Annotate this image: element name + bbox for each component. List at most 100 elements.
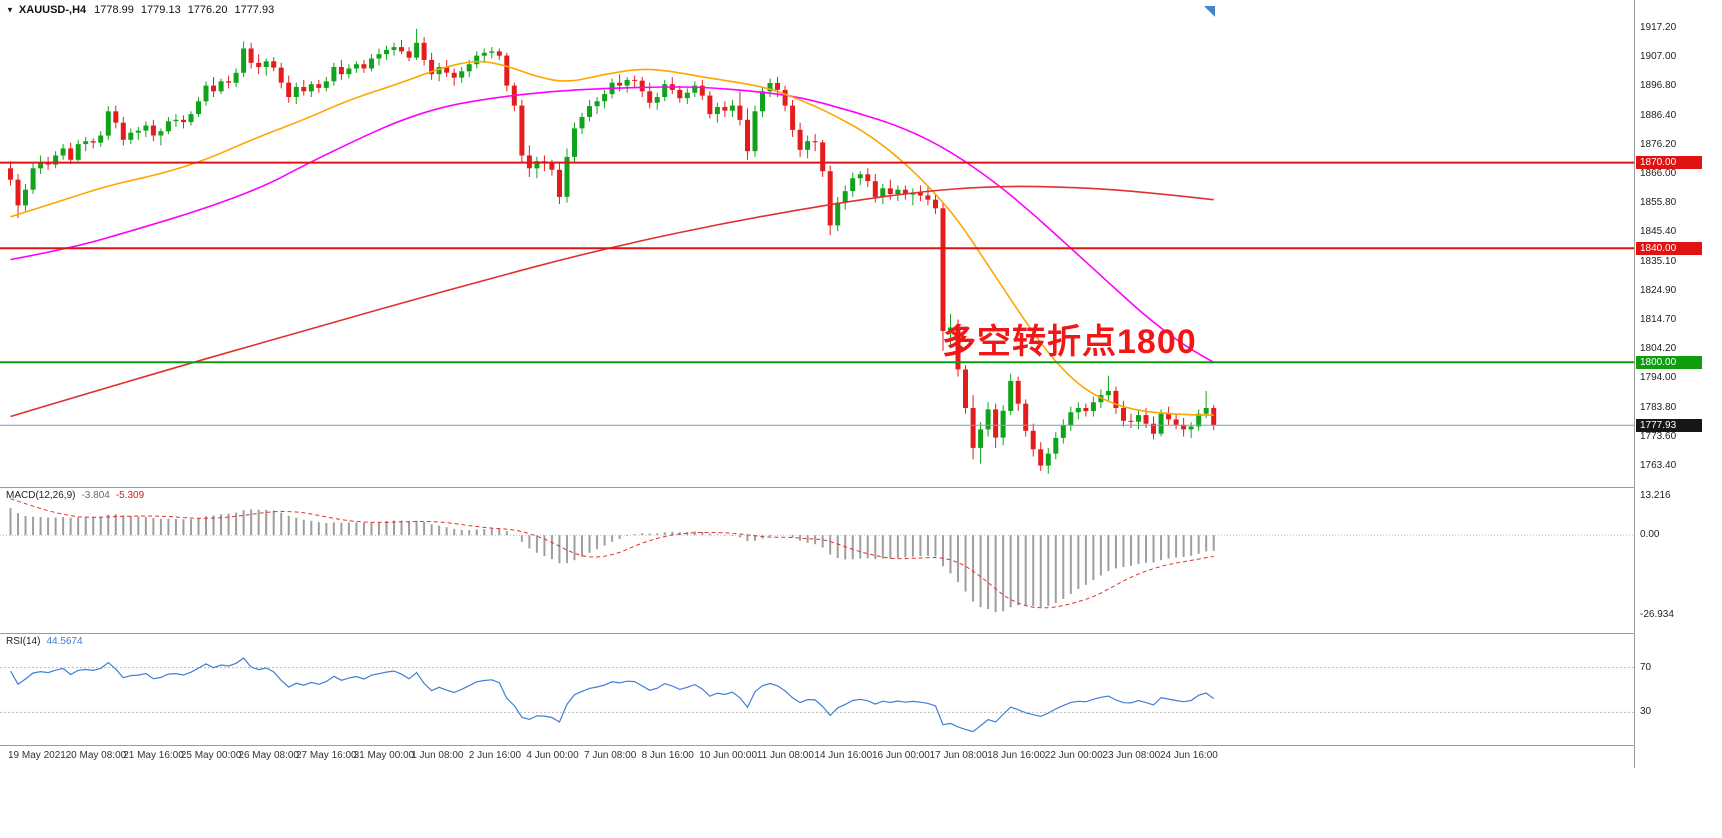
candle-body xyxy=(226,81,232,83)
candle-body xyxy=(572,128,577,157)
macd-tick-label: -26.934 xyxy=(1640,608,1674,620)
candle-body xyxy=(429,59,435,75)
candle-body xyxy=(316,84,322,88)
candle-body xyxy=(451,72,457,78)
candle-body xyxy=(421,42,427,60)
candle-body xyxy=(857,174,863,179)
candle-body xyxy=(1143,415,1149,424)
price-tick-label: 1896.80 xyxy=(1640,80,1677,92)
time-axis-label: 25 May 00:00 xyxy=(180,750,242,761)
ohlc-open: 1778.99 xyxy=(94,4,134,16)
candle-body xyxy=(1030,430,1036,450)
candle-body xyxy=(278,67,284,83)
candle-body xyxy=(233,72,239,83)
candle-body xyxy=(8,168,13,180)
price-axis[interactable]: 1917.20 1907.00 1896.80 1886.40 1876.20 1866.… xyxy=(1634,0,1722,768)
candle-body xyxy=(1196,413,1202,427)
candle-body xyxy=(1128,420,1134,422)
candle-body xyxy=(444,67,450,73)
candle-body xyxy=(985,409,991,430)
candle-body xyxy=(158,131,164,136)
candle-body xyxy=(1166,413,1172,420)
time-axis[interactable]: 19 May 2021 20 May 08:00 21 May 16:00 25 Ma… xyxy=(0,745,1634,769)
macd-chart[interactable] xyxy=(0,488,1634,633)
candle-body xyxy=(406,51,412,58)
candle-body xyxy=(1068,412,1074,426)
candle-body xyxy=(196,101,201,115)
price-tick-label: 1824.90 xyxy=(1640,284,1677,296)
symbol-timeframe-label: XAUUSD-,H4 xyxy=(18,4,87,16)
time-axis-label: 1 Jun 08:00 xyxy=(411,750,464,761)
candle-body xyxy=(369,58,374,69)
candle-body xyxy=(1173,419,1179,425)
candle-body xyxy=(872,181,878,197)
price-tick-label: 1804.20 xyxy=(1640,343,1677,355)
chart-shift-marker-icon[interactable] xyxy=(1204,6,1215,17)
time-axis-label: 20 May 08:00 xyxy=(65,750,127,761)
rsi-indicator-label: RSI(14) 44.5674 xyxy=(6,636,83,647)
candle-body xyxy=(963,369,968,408)
ohlc-high: 1779.13 xyxy=(140,4,181,16)
macd-tick-label: 0.00 xyxy=(1640,529,1660,541)
candle-body xyxy=(504,55,510,86)
candle-body xyxy=(331,67,337,82)
candle-body xyxy=(940,208,946,331)
price-tick-label: 1907.00 xyxy=(1640,51,1677,63)
candle-body xyxy=(624,79,630,86)
candle-body xyxy=(1113,390,1119,408)
macd-signal-line xyxy=(10,498,1214,609)
candle-body xyxy=(203,85,209,102)
candle-body xyxy=(128,132,134,140)
candle-body xyxy=(895,189,901,194)
candle-body xyxy=(1121,408,1126,421)
candle-body xyxy=(38,162,44,169)
time-axis-label: 16 Jun 00:00 xyxy=(872,750,930,761)
candle-body xyxy=(1015,380,1021,404)
rsi-chart[interactable] xyxy=(0,634,1634,745)
candle-body xyxy=(414,42,420,58)
price-level-tag: 1840.00 xyxy=(1636,241,1702,255)
time-axis-label: 27 May 16:00 xyxy=(296,750,357,761)
candle-body xyxy=(797,129,803,150)
candlestick-chart[interactable] xyxy=(0,0,1634,487)
candle-body xyxy=(564,156,570,197)
candle-body xyxy=(211,85,216,92)
candle-body xyxy=(782,89,788,106)
candle-body xyxy=(1075,408,1081,413)
candle-body xyxy=(677,89,683,99)
time-axis-label: 2 Jun 16:00 xyxy=(468,750,522,761)
candle-body xyxy=(241,48,247,73)
candle-body xyxy=(842,191,848,203)
candle-body xyxy=(474,55,480,65)
candle-body xyxy=(135,130,141,133)
macd-tick-label: 13.216 xyxy=(1640,490,1671,502)
current-price-tag: 1777.93 xyxy=(1636,418,1702,432)
price-tick-label: 1835.10 xyxy=(1640,255,1677,267)
time-axis-label: 23 Jun 08:00 xyxy=(1102,750,1161,761)
time-axis-label: 11 Jun 08:00 xyxy=(756,750,814,761)
annotation-text: 多空转折点1800 xyxy=(942,323,1197,361)
candle-body xyxy=(384,49,389,55)
candle-body xyxy=(579,117,585,129)
candle-body xyxy=(376,54,382,59)
panel-separator[interactable] xyxy=(0,633,1634,634)
candle-body xyxy=(1181,424,1187,430)
candle-body xyxy=(617,82,623,86)
candle-body xyxy=(256,62,262,68)
candle-body xyxy=(993,409,999,438)
rsi-value: 44.5674 xyxy=(46,636,83,647)
panel-separator[interactable] xyxy=(0,487,1634,488)
price-tick-label: 1773.60 xyxy=(1640,430,1677,442)
candle-body xyxy=(286,82,292,97)
rsi-tick-label: 30 xyxy=(1640,706,1652,718)
price-tick-label: 1814.70 xyxy=(1640,314,1677,325)
one-click-trading-toggle-icon[interactable]: ▼ xyxy=(6,5,14,15)
candle-body xyxy=(722,107,728,111)
price-level-tag: 1870.00 xyxy=(1636,156,1702,170)
candle-body xyxy=(1045,453,1051,466)
candle-body xyxy=(632,79,638,81)
candle-body xyxy=(489,51,495,53)
candle-body xyxy=(53,155,59,165)
macd-signal-value: -5.309 xyxy=(115,490,145,501)
